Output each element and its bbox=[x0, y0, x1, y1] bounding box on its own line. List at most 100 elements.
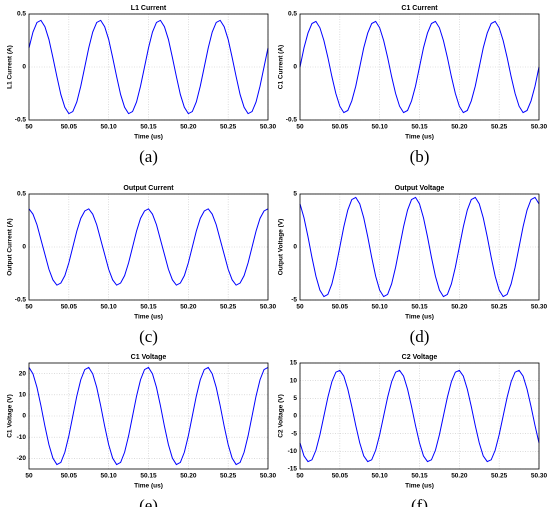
y-tick-label: 10 bbox=[290, 377, 298, 384]
x-tick-label: 50.15 bbox=[140, 473, 157, 480]
plot-frame bbox=[299, 193, 540, 301]
plot-frame bbox=[28, 362, 269, 470]
x-tick-label: 50.30 bbox=[531, 473, 548, 480]
chart-title: Output Voltage bbox=[395, 185, 445, 192]
x-tick-label: 50.15 bbox=[411, 473, 428, 480]
chart-title: C1 Current bbox=[401, 5, 438, 12]
x-tick-label: 50.30 bbox=[260, 124, 277, 131]
chart-title: Output Current bbox=[123, 185, 174, 192]
x-axis-label: Time (us) bbox=[405, 483, 434, 490]
x-tick-label: 50.20 bbox=[180, 304, 197, 311]
y-tick-label: -20 bbox=[17, 455, 27, 462]
y-tick-label: 0 bbox=[22, 64, 26, 71]
y-tick-label: 0.5 bbox=[17, 11, 26, 18]
y-axis-label: Output Current (A) bbox=[7, 218, 14, 275]
y-tick-label: 0.5 bbox=[17, 191, 26, 198]
y-axis-label: Output Voltage (V) bbox=[278, 219, 285, 276]
signal-line bbox=[299, 196, 540, 298]
y-tick-label: 0 bbox=[22, 413, 26, 420]
y-tick-label: -0.5 bbox=[15, 297, 27, 304]
x-tick-label: 50 bbox=[25, 473, 33, 480]
y-tick-label: 10 bbox=[19, 392, 27, 399]
y-tick-label: -0.5 bbox=[286, 117, 298, 124]
y-tick-label: -10 bbox=[17, 434, 27, 441]
y-tick-label: 5 bbox=[293, 395, 297, 402]
plot-frame bbox=[299, 13, 540, 121]
panel-caption: (b) bbox=[410, 147, 430, 166]
plot-frame bbox=[28, 193, 269, 301]
y-tick-label: -0.5 bbox=[15, 117, 27, 124]
x-tick-label: 50.30 bbox=[531, 124, 548, 131]
x-tick-label: 50.30 bbox=[531, 304, 548, 311]
x-tick-label: 50 bbox=[296, 473, 304, 480]
y-axis-label: L1 Current (A) bbox=[7, 45, 14, 89]
panel-caption: (c) bbox=[139, 327, 158, 346]
chart-title: C2 Voltage bbox=[402, 354, 438, 361]
x-tick-label: 50.10 bbox=[372, 304, 389, 311]
y-tick-label: -15 bbox=[288, 466, 298, 473]
x-tick-label: 50.15 bbox=[411, 124, 428, 131]
panel-caption: (a) bbox=[139, 147, 158, 166]
y-tick-label: 15 bbox=[290, 360, 298, 367]
x-tick-label: 50.10 bbox=[372, 473, 389, 480]
x-tick-label: 50.25 bbox=[491, 124, 508, 131]
x-tick-label: 50.15 bbox=[140, 304, 157, 311]
y-tick-label: 20 bbox=[19, 370, 27, 377]
panel-caption: (f) bbox=[411, 496, 428, 507]
x-tick-label: 50.20 bbox=[180, 473, 197, 480]
x-tick-label: 50.25 bbox=[491, 304, 508, 311]
x-tick-label: 50.25 bbox=[220, 473, 237, 480]
signal-line bbox=[28, 208, 269, 286]
x-axis-label: Time (us) bbox=[134, 134, 163, 141]
chart-title: L1 Current bbox=[131, 5, 167, 12]
x-tick-label: 50.25 bbox=[220, 304, 237, 311]
y-tick-label: -5 bbox=[291, 430, 297, 437]
signal-line bbox=[299, 20, 540, 114]
y-tick-label: 5 bbox=[293, 191, 297, 198]
y-axis-label: C1 Voltage (V) bbox=[7, 394, 14, 438]
x-tick-label: 50.05 bbox=[61, 124, 78, 131]
y-tick-label: 0.5 bbox=[288, 11, 297, 18]
x-tick-label: 50 bbox=[296, 304, 304, 311]
x-tick-label: 50.25 bbox=[491, 473, 508, 480]
y-tick-label: 0 bbox=[293, 244, 297, 251]
x-tick-label: 50.10 bbox=[101, 304, 118, 311]
chart-title: C1 Voltage bbox=[131, 354, 167, 361]
x-tick-label: 50.05 bbox=[332, 304, 349, 311]
x-tick-label: 50.05 bbox=[332, 124, 349, 131]
y-axis-label: C1 Current (A) bbox=[278, 45, 285, 89]
plot-frame bbox=[299, 362, 540, 470]
y-tick-label: 0 bbox=[293, 413, 297, 420]
x-tick-label: 50 bbox=[25, 124, 33, 131]
x-tick-label: 50 bbox=[296, 124, 304, 131]
x-tick-label: 50.05 bbox=[61, 304, 78, 311]
signal-line bbox=[28, 19, 269, 115]
x-tick-label: 50.20 bbox=[451, 473, 468, 480]
y-tick-label: 0 bbox=[293, 64, 297, 71]
signal-line bbox=[299, 369, 540, 463]
x-axis-label: Time (us) bbox=[134, 483, 163, 490]
x-tick-label: 50.10 bbox=[101, 473, 118, 480]
x-tick-label: 50.20 bbox=[451, 124, 468, 131]
x-axis-label: Time (us) bbox=[134, 314, 163, 321]
y-axis-label: C2 Voltage (V) bbox=[278, 394, 285, 438]
x-tick-label: 50.05 bbox=[61, 473, 78, 480]
x-axis-label: Time (us) bbox=[405, 314, 434, 321]
x-tick-label: 50.20 bbox=[180, 124, 197, 131]
x-tick-label: 50 bbox=[25, 304, 33, 311]
x-axis-label: Time (us) bbox=[405, 134, 434, 141]
panel-caption: (d) bbox=[410, 327, 430, 346]
x-tick-label: 50.25 bbox=[220, 124, 237, 131]
y-tick-label: 0 bbox=[22, 244, 26, 251]
x-tick-label: 50.10 bbox=[101, 124, 118, 131]
plot-frame bbox=[28, 13, 269, 121]
x-tick-label: 50.20 bbox=[451, 304, 468, 311]
x-tick-label: 50.30 bbox=[260, 473, 277, 480]
panel-caption: (e) bbox=[139, 496, 158, 507]
x-tick-label: 50.05 bbox=[332, 473, 349, 480]
y-tick-label: -10 bbox=[288, 448, 298, 455]
x-tick-label: 50.10 bbox=[372, 124, 389, 131]
x-tick-label: 50.15 bbox=[411, 304, 428, 311]
signal-line bbox=[28, 366, 269, 466]
